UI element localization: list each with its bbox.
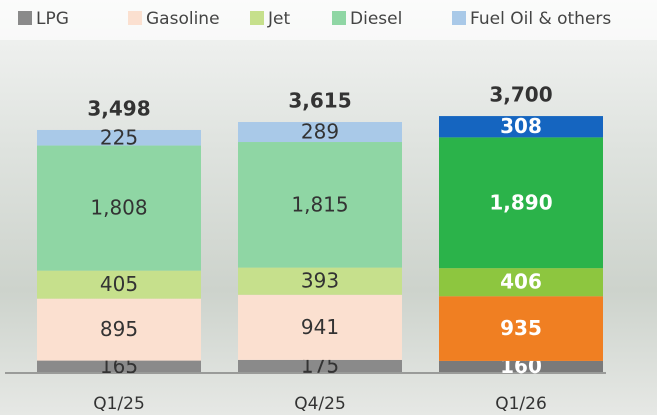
legend-label: Gasoline: [146, 9, 220, 29]
total-label: 3,700: [489, 83, 552, 107]
value-label: 1,815: [291, 192, 348, 216]
legend-label: Diesel: [350, 9, 402, 29]
value-label: 1,890: [489, 190, 552, 214]
value-label: 941: [301, 315, 339, 339]
legend-label: Jet: [267, 9, 290, 29]
legend-swatch: [18, 11, 32, 25]
legend-swatch: [250, 11, 264, 25]
value-label: 1,808: [90, 196, 147, 220]
chart: 1658954051,8082253,498Q1/251759413931,81…: [0, 0, 657, 415]
legend-label: Fuel Oil & others: [470, 9, 611, 29]
legend-swatch: [128, 11, 142, 25]
total-label: 3,498: [87, 96, 150, 120]
legend-swatch: [452, 11, 466, 25]
total-label: 3,615: [288, 88, 351, 112]
value-label: 308: [500, 114, 542, 138]
x-tick-label: Q1/26: [495, 394, 547, 414]
value-label: 289: [301, 120, 339, 144]
value-label: 393: [301, 269, 339, 293]
value-label: 225: [100, 125, 138, 149]
value-label: 895: [100, 317, 138, 341]
value-label: 406: [500, 270, 542, 294]
legend-label: LPG: [36, 9, 69, 29]
legend-swatch: [332, 11, 346, 25]
value-label: 935: [500, 316, 542, 340]
x-tick-label: Q4/25: [294, 394, 346, 414]
value-label: 405: [100, 272, 138, 296]
x-tick-label: Q1/25: [93, 394, 145, 414]
